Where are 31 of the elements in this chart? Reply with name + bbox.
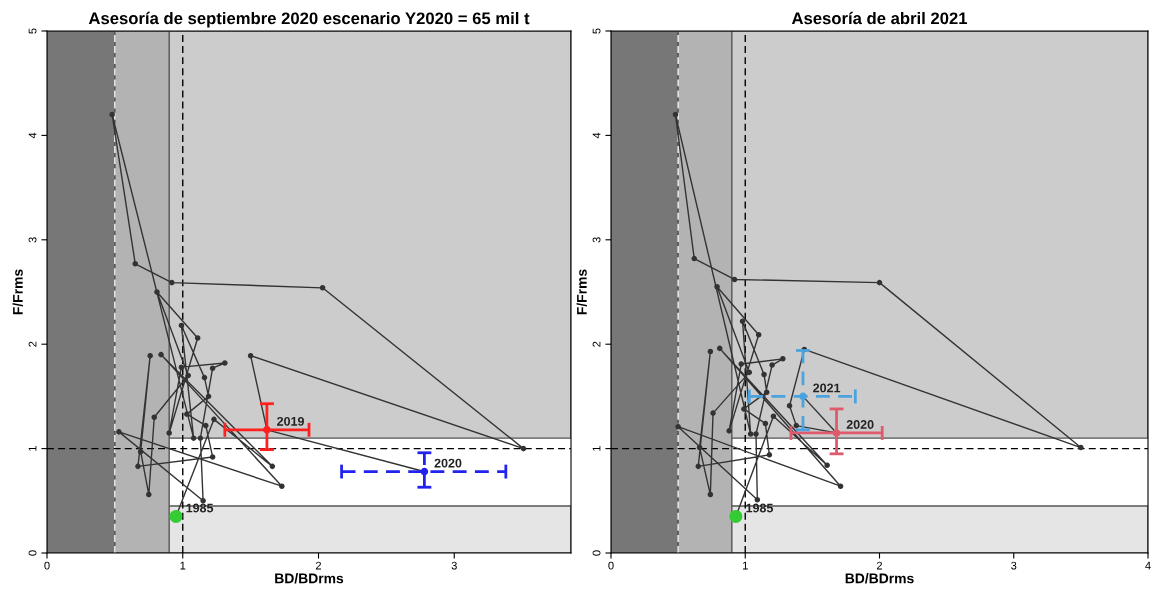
y-tick-label: 4: [28, 132, 37, 139]
x-axis-title: BD/BDrms: [275, 573, 344, 584]
annotation: 2019: [277, 416, 304, 426]
y-tick-label: 3: [28, 237, 37, 243]
y-tick-label: 4: [592, 132, 601, 139]
x-tick-label: 0: [608, 561, 614, 570]
x-tick-label: 1: [743, 561, 748, 570]
chart-title: Asesoría de septiembre 2020 escenario Y2020 = 65 mil t: [88, 11, 530, 28]
x-tick-label: 1: [180, 561, 186, 570]
y-axis-title: F/Frms: [576, 269, 587, 315]
x-tick-label: 3: [451, 561, 457, 570]
chart-title: Asesoría de abril 2021: [791, 11, 968, 25]
y-tick-label: 1: [28, 446, 37, 451]
y-tick-label: 3: [592, 237, 601, 243]
y-tick-label: 5: [592, 28, 601, 34]
y-tick-label: 2: [28, 341, 37, 347]
x-tick-label: 2: [876, 561, 883, 570]
y-tick-label: 5: [28, 28, 37, 34]
x-tick-label: 2: [315, 561, 322, 570]
x-tick-label: 0: [44, 561, 50, 570]
y-axis-title: F/Frms: [12, 269, 23, 315]
x-tick-label: 3: [1011, 561, 1017, 570]
annotation: 2021: [813, 383, 841, 393]
y-tick-label: 1: [592, 446, 601, 451]
x-axis-title: BD/BDrms: [845, 573, 914, 584]
annotation: 2020: [846, 420, 874, 429]
y-tick-label: 0: [28, 550, 37, 556]
y-tick-label: 2: [592, 341, 601, 347]
annotation: 2020: [434, 458, 462, 468]
x-tick-label: 4: [1145, 561, 1151, 570]
y-tick-label: 0: [592, 550, 601, 556]
